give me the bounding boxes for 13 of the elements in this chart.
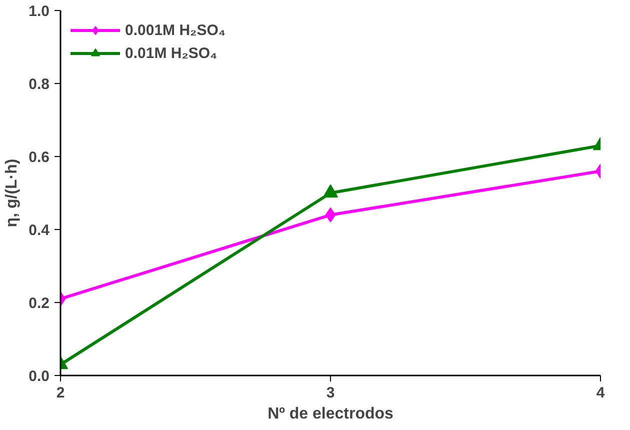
- legend-label: 0.001M H₂SO₄: [125, 22, 226, 38]
- x-tick-label: 3: [326, 384, 335, 402]
- y-tick-label: 0.6: [28, 149, 50, 166]
- y-tick-label: 0.4: [28, 222, 50, 239]
- y-tick-label: 1.0: [28, 3, 50, 20]
- y-tick-label: 0.0: [28, 368, 50, 385]
- x-tick-label: 4: [596, 384, 606, 402]
- x-tick-label: 2: [56, 384, 65, 402]
- legend-label: 0.01M H₂SO₄: [125, 44, 218, 62]
- x-axis-title: Nº de electrodos: [268, 406, 394, 422]
- y-tick-label: 0.8: [28, 76, 50, 93]
- y-tick-label: 0.2: [28, 295, 50, 312]
- y-axis-title: η, g/(L·h): [4, 158, 21, 228]
